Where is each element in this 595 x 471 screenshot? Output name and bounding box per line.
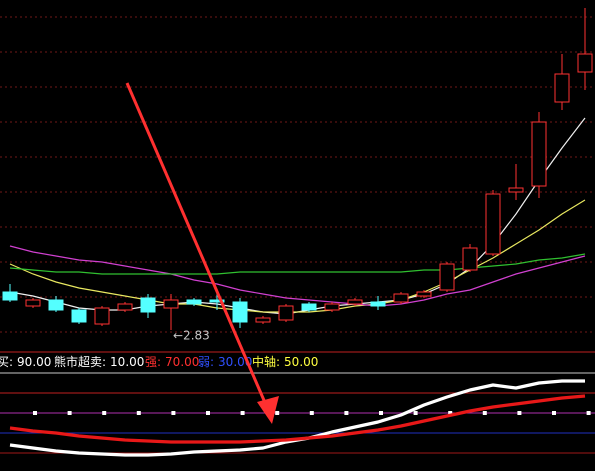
candle-body — [485, 193, 501, 255]
level-legend: 弱: 30.00 — [198, 355, 252, 369]
level-dot — [517, 411, 522, 415]
candle-body — [301, 303, 317, 311]
candle-body — [324, 303, 340, 311]
candle-body — [163, 299, 179, 309]
candle-body — [255, 317, 271, 323]
level-dot — [102, 411, 107, 415]
level-name: 强: — [145, 355, 161, 369]
candle-body — [577, 53, 593, 73]
level-dot — [552, 411, 556, 415]
candle-body — [462, 247, 478, 271]
indicator-line — [9, 379, 585, 457]
candle-body — [347, 299, 363, 305]
candle-body — [232, 301, 248, 323]
moving-average — [9, 199, 586, 313]
level-value: 30.00 — [218, 355, 252, 369]
candle-body — [439, 263, 455, 291]
candle-body — [71, 309, 87, 323]
level-dot — [448, 411, 453, 415]
level-legend: 强: 70.00 — [145, 355, 199, 369]
candle-body — [278, 305, 294, 321]
candle-body — [370, 301, 386, 307]
candle-body — [94, 307, 110, 325]
level-dot — [136, 411, 141, 415]
candle-body — [508, 187, 524, 193]
level-dot — [482, 411, 487, 415]
candle-body — [416, 291, 432, 297]
price-panel: ←2.83 — [2, 8, 593, 343]
level-dot — [171, 411, 176, 415]
candle-body — [117, 303, 133, 311]
level-name: 中轴: — [252, 354, 280, 369]
level-value: 50.00 — [284, 355, 318, 369]
level-dot — [309, 411, 314, 415]
level-dot — [33, 411, 37, 415]
moving-average — [9, 245, 586, 307]
level-legend: 买: 90.00 — [0, 355, 51, 369]
level-legend: 中轴: 50.00 — [252, 354, 318, 369]
level-value: 10.00 — [110, 355, 144, 369]
candle-body — [393, 293, 409, 303]
level-legend: 熊市超卖: 10.00 — [54, 354, 144, 369]
low-annotation: ←2.83 — [173, 329, 210, 343]
level-name: 买: — [0, 355, 13, 369]
candle-body — [48, 299, 64, 311]
candle-body — [25, 299, 41, 307]
level-name: 弱: — [198, 355, 214, 369]
level-value: 90.00 — [17, 355, 51, 369]
pointer-arrow — [125, 82, 268, 406]
overlay — [125, 82, 279, 424]
candle-body — [140, 297, 156, 313]
candle-body — [2, 291, 18, 301]
candle-body — [554, 73, 570, 103]
level-dot — [206, 411, 210, 415]
level-dot — [344, 411, 349, 415]
pointer-arrow-head — [257, 396, 279, 424]
level-dot — [379, 411, 383, 415]
level-name: 熊市超卖: — [54, 354, 106, 369]
level-value: 70.00 — [165, 355, 199, 369]
indicator-line — [9, 394, 586, 444]
grid — [0, 16, 595, 353]
level-dot — [275, 411, 280, 415]
candle-body — [531, 121, 547, 187]
level-dot — [240, 411, 245, 415]
candle-body — [186, 299, 202, 305]
level-dot — [413, 411, 418, 415]
moving-average — [9, 253, 586, 275]
level-dot — [67, 411, 72, 415]
level-dot — [586, 411, 591, 415]
candle-body — [209, 299, 225, 303]
indicator-panel: 买: 90.00 熊市超卖: 10.00 强: 70.00弱: 30.00 中轴: 50.00 — [0, 354, 595, 457]
